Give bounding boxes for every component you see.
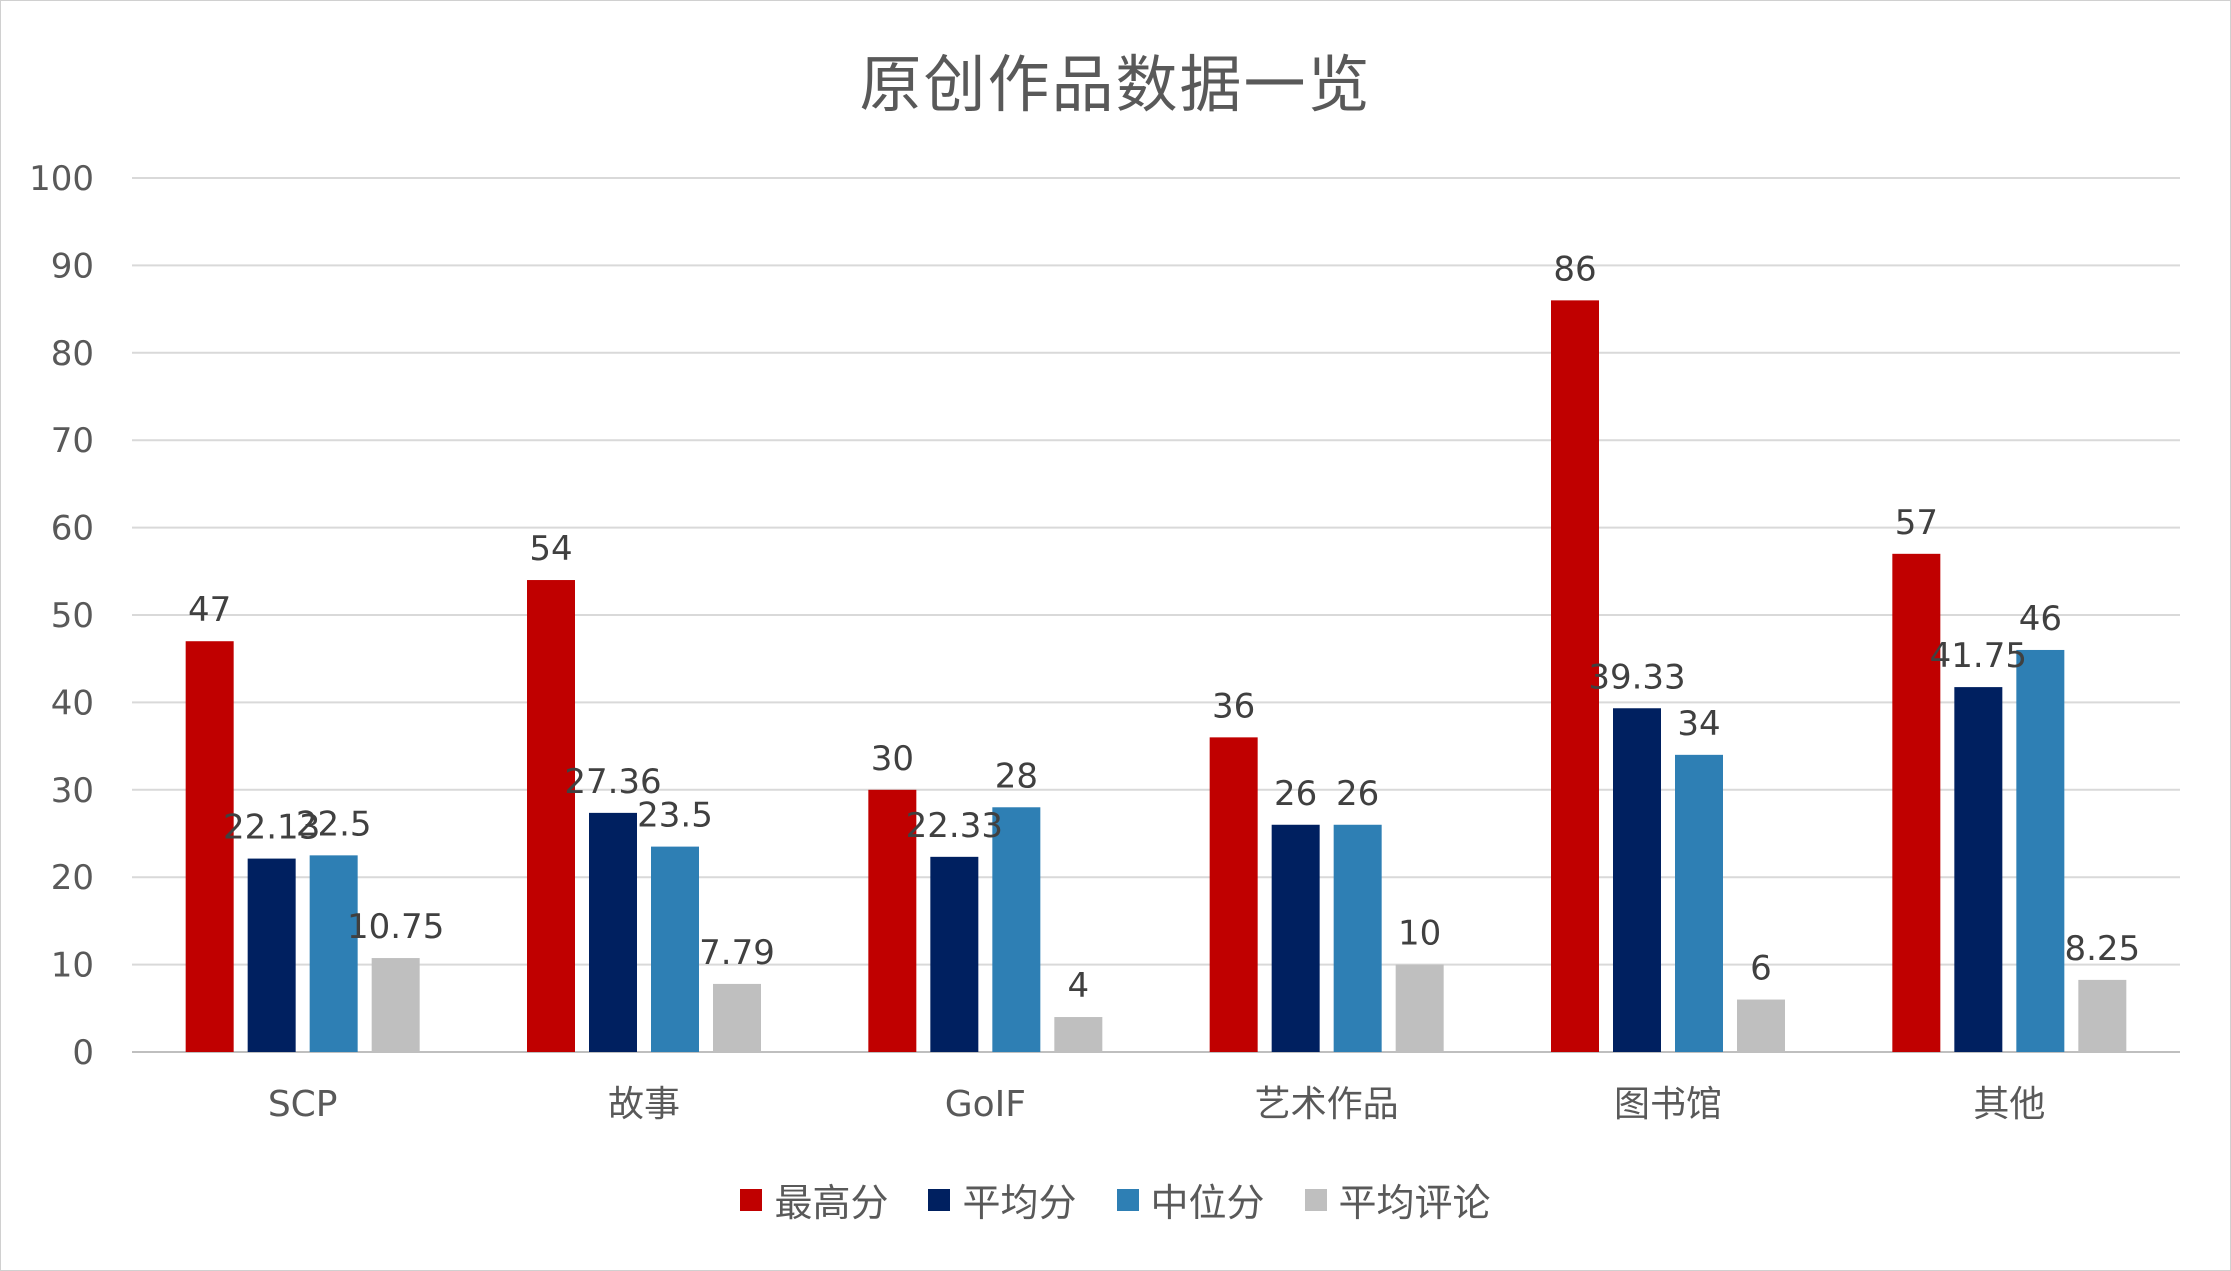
- y-tick-label: 0: [72, 1033, 94, 1073]
- legend: 最高分 平均分 中位分 平均评论: [0, 1172, 2231, 1227]
- data-label: 7.79: [699, 933, 775, 973]
- legend-item-0: 最高分: [740, 1172, 888, 1227]
- data-label: 30: [871, 739, 914, 779]
- data-label: 27.36: [564, 762, 661, 802]
- legend-label: 平均评论: [1338, 1181, 1491, 1225]
- bar-5-3: [2078, 979, 2127, 1052]
- y-tick-label: 10: [51, 946, 94, 986]
- data-label: 57: [1895, 503, 1938, 543]
- bar-5-0: [1892, 553, 1941, 1052]
- y-tick-label: 60: [51, 509, 94, 549]
- data-label: 22.33: [906, 806, 1003, 846]
- data-label: 36: [1212, 686, 1255, 726]
- bar-0-2: [309, 855, 358, 1052]
- bar-0-1: [247, 858, 296, 1052]
- bar-3-2: [1333, 824, 1382, 1052]
- bar-3-1: [1271, 824, 1320, 1052]
- bar-2-3: [1054, 1017, 1103, 1052]
- bar-2-1: [930, 856, 979, 1052]
- legend-swatch: [740, 1188, 763, 1211]
- bar-2-2: [992, 807, 1041, 1052]
- bar-1-3: [713, 983, 761, 1052]
- x-category-label: SCP: [268, 1084, 338, 1125]
- y-tick-label: 100: [29, 159, 94, 199]
- data-label: 10.75: [347, 907, 444, 947]
- y-axis: 0 10 20 30 40 50 60 70 80 90 100: [29, 159, 94, 1073]
- x-category-label: 图书馆: [1614, 1084, 1722, 1125]
- bar-4-0: [1551, 300, 1599, 1052]
- data-label: 10: [1398, 914, 1441, 954]
- data-label: 47: [188, 590, 231, 630]
- y-tick-label: 20: [51, 858, 94, 898]
- y-tick-label: 80: [51, 334, 94, 374]
- legend-swatch: [1304, 1188, 1327, 1211]
- legend-item-3: 平均评论: [1304, 1172, 1491, 1227]
- gridlines: [132, 177, 2180, 1053]
- bar-4-2: [1675, 754, 1723, 1052]
- data-label: 41.75: [1930, 636, 2027, 676]
- data-label: 4: [1068, 966, 1090, 1006]
- y-tick-label: 40: [51, 683, 94, 723]
- y-tick-label: 30: [51, 771, 94, 811]
- bar-5-1: [1954, 687, 2003, 1052]
- data-label: 26: [1274, 774, 1317, 814]
- bar-1-2: [651, 846, 699, 1052]
- bar-2-0: [868, 789, 917, 1052]
- legend-label: 最高分: [774, 1181, 889, 1225]
- legend-item-1: 平均分: [928, 1172, 1077, 1227]
- data-label: 26: [1336, 774, 1379, 814]
- data-label: 22.13: [223, 808, 320, 848]
- bar-4-3: [1737, 999, 1785, 1052]
- x-category-label: 故事: [608, 1084, 680, 1125]
- x-category-label: 其他: [1973, 1084, 2045, 1125]
- data-label: 86: [1553, 249, 1596, 289]
- x-axis: SCP 故事 GoIF 艺术作品 图书馆 其他: [268, 1084, 2046, 1125]
- bar-1-0: [527, 580, 575, 1052]
- data-label: 34: [1677, 704, 1720, 744]
- legend-swatch: [928, 1188, 951, 1211]
- data-label: 22.5: [296, 804, 372, 844]
- chart-title: 原创作品数据一览: [859, 48, 1372, 121]
- data-label: 23.5: [637, 796, 713, 836]
- y-tick-label: 50: [51, 596, 94, 636]
- bar-5-2: [2016, 649, 2065, 1052]
- bar-3-0: [1209, 737, 1258, 1052]
- bars: [185, 300, 2127, 1052]
- bar-3-3: [1395, 964, 1444, 1052]
- data-label: 28: [995, 756, 1038, 796]
- legend-label: 中位分: [1150, 1181, 1265, 1225]
- x-category-label: 艺术作品: [1255, 1084, 1399, 1125]
- data-label: 39.33: [1588, 657, 1685, 697]
- y-tick-label: 90: [51, 246, 94, 286]
- bar-4-1: [1613, 708, 1661, 1052]
- data-label: 8.25: [2064, 929, 2140, 969]
- legend-swatch: [1116, 1188, 1139, 1211]
- data-label: 46: [2019, 599, 2062, 639]
- y-tick-label: 70: [51, 421, 94, 461]
- bar-0-3: [371, 958, 420, 1052]
- bar-1-1: [589, 812, 637, 1052]
- data-label: 6: [1750, 949, 1772, 989]
- legend-item-2: 中位分: [1116, 1172, 1265, 1227]
- legend-label: 平均分: [962, 1181, 1077, 1225]
- x-category-label: GoIF: [945, 1084, 1026, 1125]
- data-label: 54: [529, 529, 572, 569]
- bar-0-0: [185, 641, 234, 1052]
